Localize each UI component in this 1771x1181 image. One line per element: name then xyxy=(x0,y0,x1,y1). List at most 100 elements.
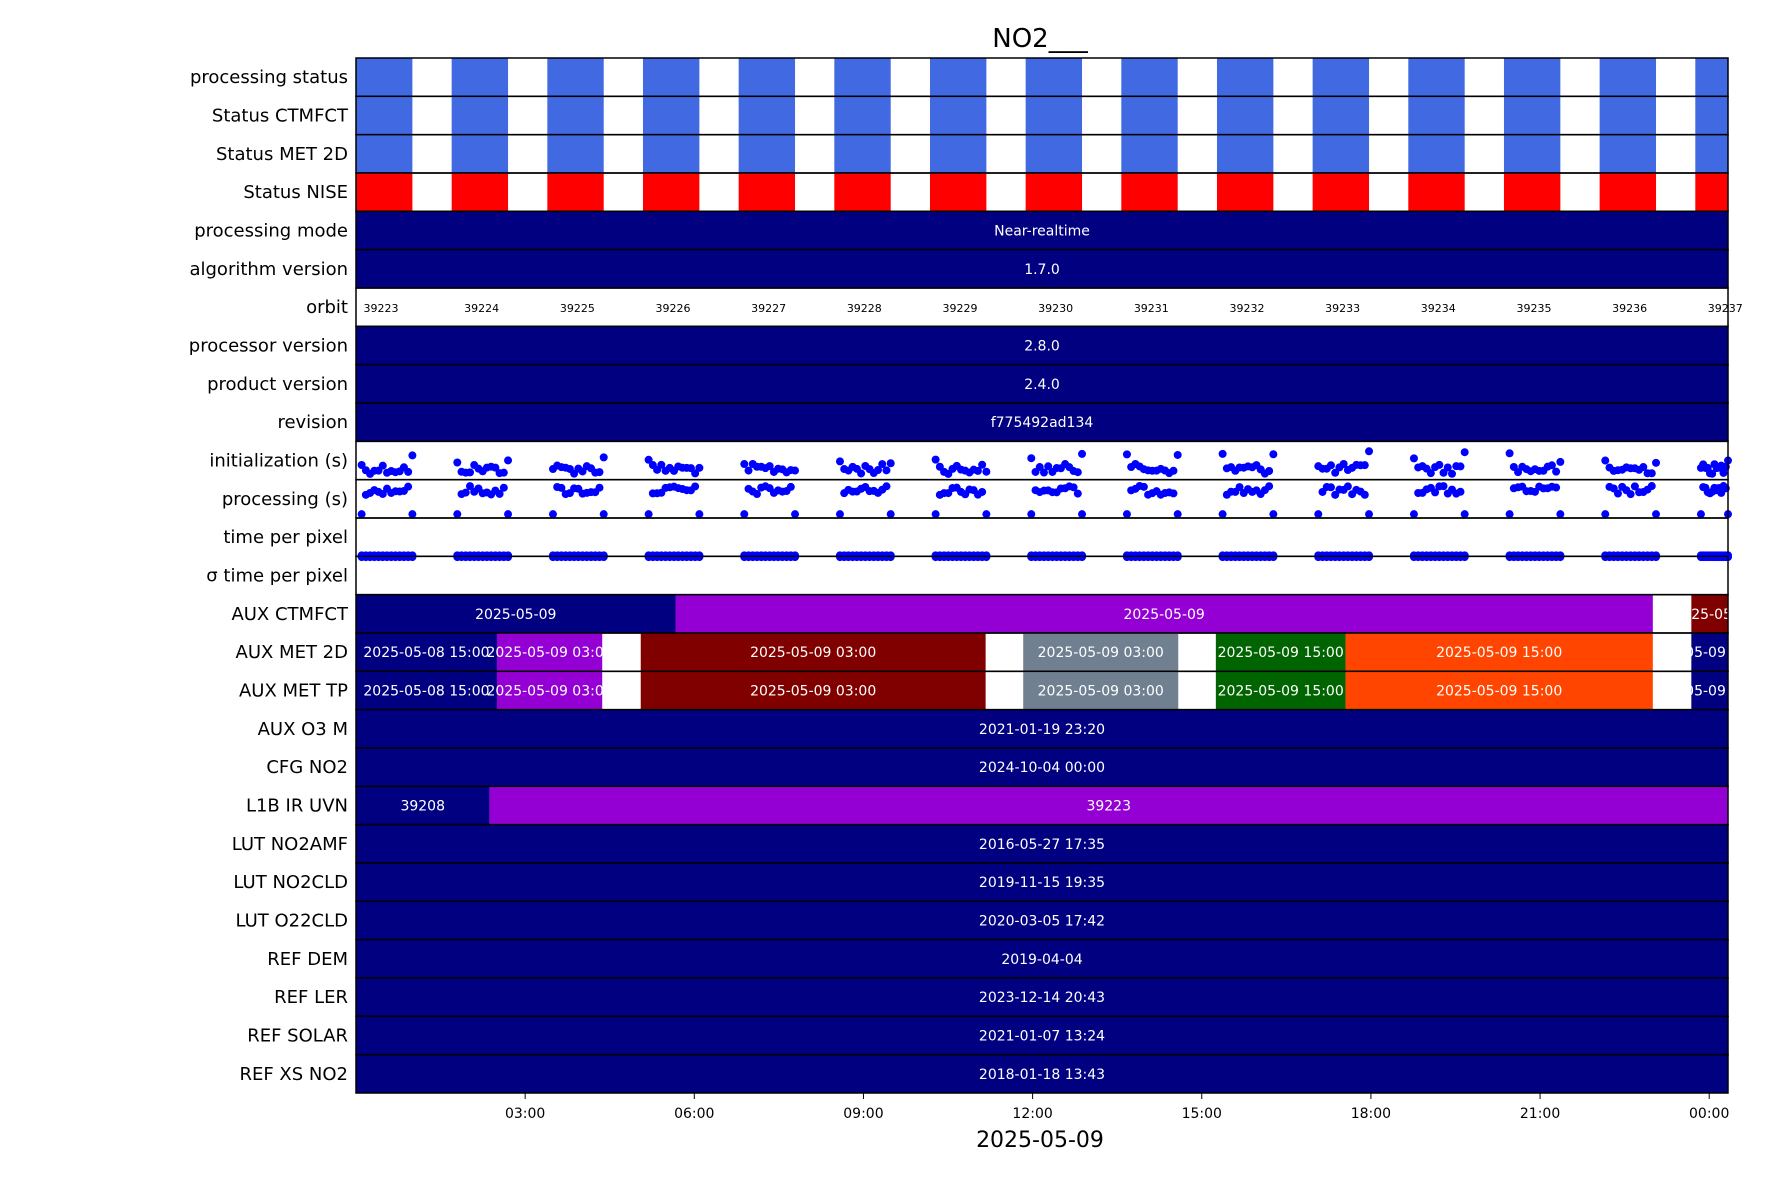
segment-label-lut-o22cld: 2020-03-05 17:42 xyxy=(979,914,1105,930)
data-point-time-per-pixel xyxy=(1173,553,1182,562)
data-point-initialization-s xyxy=(1027,454,1036,463)
status-block-status-ctmfct xyxy=(1025,96,1083,135)
x-tick-label: 15:00 xyxy=(1182,1106,1222,1122)
data-point-processing-s xyxy=(1647,482,1656,491)
status-block-status-ctmfct xyxy=(834,96,891,135)
data-point-processing-s xyxy=(1556,510,1565,519)
data-point-processing-s xyxy=(1173,510,1182,519)
data-point-initialization-s xyxy=(1078,449,1087,458)
data-point-processing-s xyxy=(1431,488,1440,497)
segment-label-aux-met-2d: 2025-05-09 15:00 xyxy=(1218,645,1344,661)
segment-label-ref-xs-no2: 2018-01-18 13:43 xyxy=(979,1067,1105,1083)
data-point-initialization-s xyxy=(765,462,774,471)
row-frame xyxy=(355,1053,1729,1094)
orbit-number: 39227 xyxy=(751,302,786,315)
segment-revision xyxy=(356,403,1728,442)
data-point-time-per-pixel xyxy=(599,553,608,562)
row-label-status-ctmfct: Status CTMFCT xyxy=(212,106,349,127)
orbit-number: 39232 xyxy=(1229,302,1264,315)
status-block-processing-status xyxy=(834,58,891,97)
data-point-time-per-pixel xyxy=(408,553,417,562)
status-block-status-nise xyxy=(356,173,413,212)
status-block-status-ctmfct xyxy=(1408,96,1465,135)
segment-processing-mode xyxy=(356,211,1728,250)
segment-label-aux-met-2d: 2025-05-09 15:00 xyxy=(1436,645,1562,661)
status-block-status-met-2d xyxy=(929,134,987,173)
data-point-processing-s xyxy=(548,510,557,519)
segment-label-aux-met-2d: 2025-05-09 03:00 xyxy=(1038,645,1164,661)
row-label-lut-o22cld: LUT O22CLD xyxy=(235,911,348,932)
data-point-processing-s xyxy=(461,488,470,497)
status-block-status-ctmfct xyxy=(642,96,700,135)
segment-label-aux-met-tp: 2025-05-09 03:00 xyxy=(750,684,876,700)
data-point-processing-s xyxy=(786,482,795,491)
data-point-initialization-s xyxy=(491,463,500,472)
segment-l1b-ir-uvn xyxy=(489,786,1728,825)
data-point-initialization-s xyxy=(874,466,883,475)
data-point-time-per-pixel xyxy=(695,553,704,562)
row-label-status-nise: Status NISE xyxy=(243,182,348,203)
segment-label-aux-ctmfct: 2025-05-09 xyxy=(1123,607,1204,623)
data-point-initialization-s xyxy=(973,466,982,475)
status-block-status-nise xyxy=(1312,173,1370,212)
data-point-initialization-s xyxy=(740,460,749,469)
data-point-processing-s xyxy=(404,482,413,491)
data-point-initialization-s xyxy=(1331,468,1340,477)
segment-ref-xs-no2 xyxy=(356,1054,1728,1093)
segment-ref-dem xyxy=(356,939,1728,978)
segment-aux-met-tp xyxy=(640,671,986,710)
status-block-status-ctmfct xyxy=(1121,96,1178,135)
data-point-processing-s xyxy=(1696,510,1705,519)
data-point-initialization-s xyxy=(978,460,987,469)
status-block-status-nise xyxy=(1216,173,1274,212)
segment-label-processor-version: 2.8.0 xyxy=(1024,339,1060,355)
data-point-processing-s xyxy=(1218,510,1227,519)
data-point-initialization-s xyxy=(695,463,704,472)
status-block-status-nise xyxy=(1121,173,1178,212)
status-block-processing-status xyxy=(1216,58,1274,97)
status-block-processing-status xyxy=(642,58,700,97)
data-point-initialization-s xyxy=(931,455,940,464)
x-tick-label: 18:00 xyxy=(1351,1106,1391,1122)
segment-product-version xyxy=(356,364,1728,403)
data-point-processing-s xyxy=(882,482,891,491)
status-block-status-nise xyxy=(1503,173,1561,212)
status-block-status-nise xyxy=(1025,173,1083,212)
data-point-processing-s xyxy=(453,510,462,519)
row-label-aux-met-tp: AUX MET TP xyxy=(239,681,348,702)
status-block-status-met-2d xyxy=(642,134,700,173)
row-label-aux-met-2d: AUX MET 2D xyxy=(236,642,348,663)
segment-aux-o3-m xyxy=(356,709,1728,748)
row-label-aux-ctmfct: AUX CTMFCT xyxy=(231,604,349,625)
segment-processor-version xyxy=(356,326,1728,365)
data-point-processing-s xyxy=(1613,489,1622,498)
status-block-status-nise xyxy=(451,173,509,212)
row-label-initialization-s: initialization (s) xyxy=(209,451,348,472)
row-label-ref-ler: REF LER xyxy=(274,987,348,1008)
status-block-processing-status xyxy=(1695,58,1728,97)
row-label-ref-solar: REF SOLAR xyxy=(247,1026,348,1047)
status-block-status-met-2d xyxy=(1216,134,1274,173)
orbit-number: 39236 xyxy=(1612,302,1647,315)
segment-aux-ctmfct xyxy=(356,594,676,633)
data-point-processing-s xyxy=(1314,510,1323,519)
row-label-ref-xs-no2: REF XS NO2 xyxy=(239,1064,348,1085)
data-point-processing-s xyxy=(1027,510,1036,519)
segment-aux-met-tp xyxy=(356,671,497,710)
segment-label-l1b-ir-uvn: 39223 xyxy=(1086,799,1131,815)
status-block-processing-status xyxy=(1599,58,1657,97)
data-point-processing-s xyxy=(1652,510,1661,519)
segment-aux-ctmfct xyxy=(675,594,1653,633)
data-point-initialization-s xyxy=(1719,468,1728,477)
data-point-initialization-s xyxy=(1443,463,1452,472)
data-point-processing-s xyxy=(695,510,704,519)
segment-label-ref-dem: 2019-04-04 xyxy=(1001,952,1082,968)
segment-lut-no2cld xyxy=(356,863,1728,902)
data-point-processing-s xyxy=(740,510,749,519)
data-point-processing-s xyxy=(504,510,513,519)
status-block-processing-status xyxy=(1121,58,1178,97)
status-block-status-ctmfct xyxy=(1599,96,1657,135)
chart-title: NO2___ xyxy=(992,24,1088,54)
data-point-processing-s xyxy=(599,510,608,519)
